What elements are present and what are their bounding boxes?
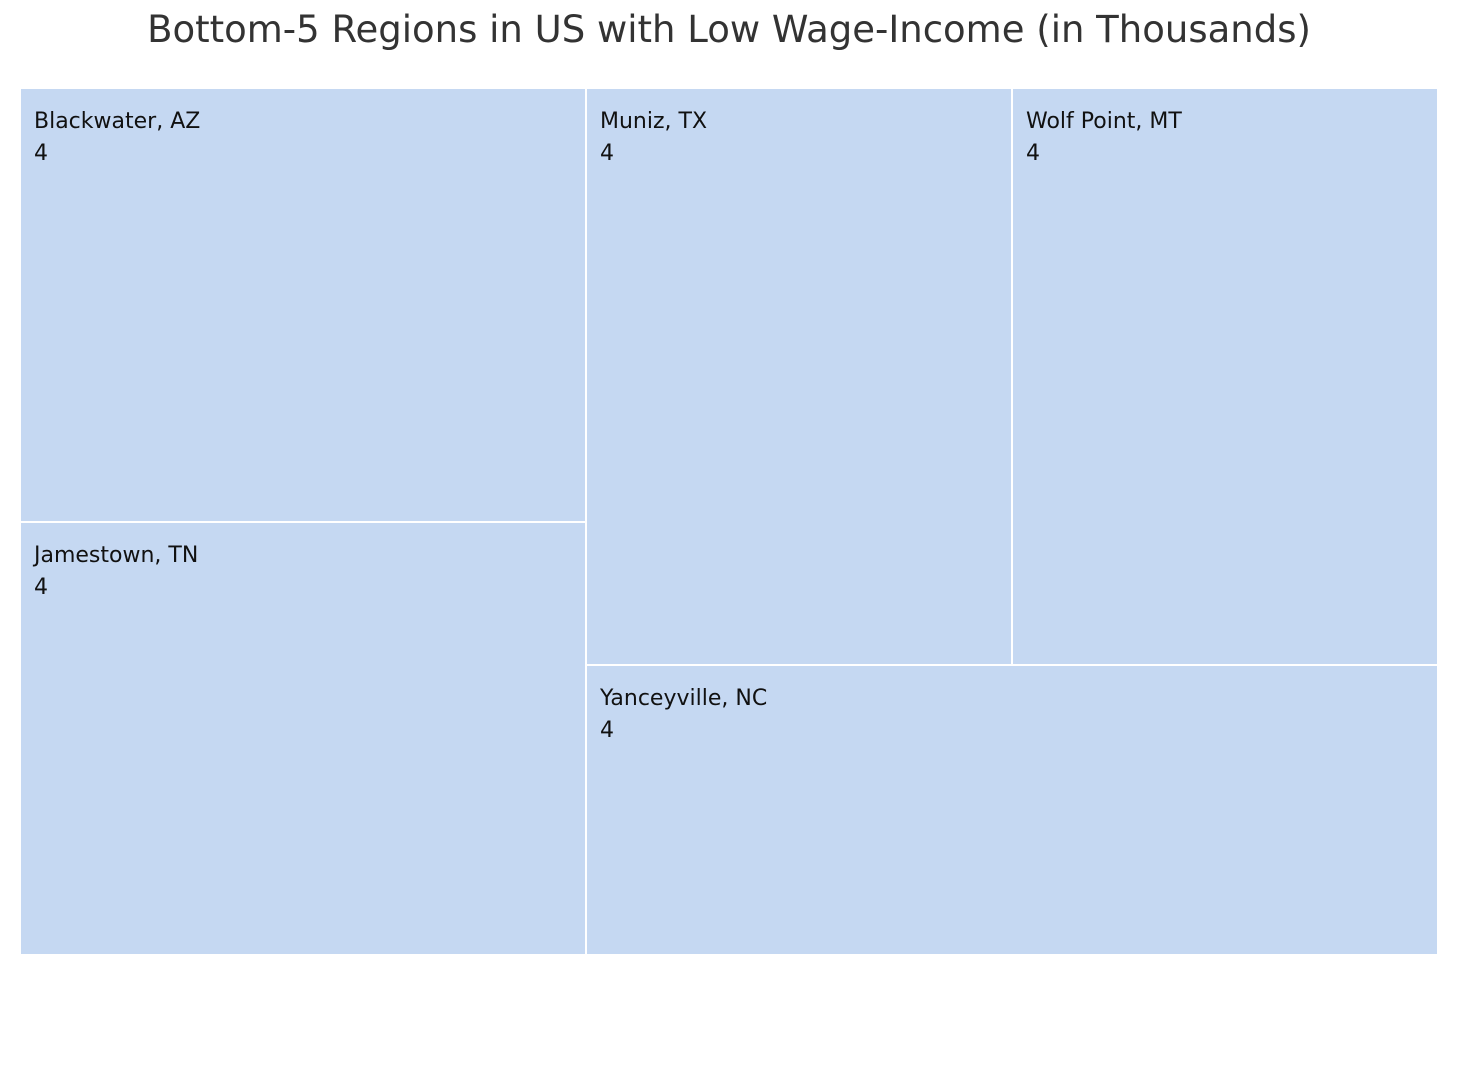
tile-name-label: Blackwater, AZ xyxy=(34,109,200,134)
tile-name-label: Jamestown, TN xyxy=(32,543,198,568)
treemap-rect xyxy=(19,87,587,523)
tile-name-label: Wolf Point, MT xyxy=(1026,109,1182,134)
treemap-rect xyxy=(19,521,587,956)
treemap-tile-yanceyville-nc: Yanceyville, NC 4 xyxy=(585,664,1439,956)
tile-value-label: 4 xyxy=(1026,141,1040,166)
tile-value-label: 4 xyxy=(600,141,614,166)
tile-value-label: 4 xyxy=(34,141,48,166)
treemap-tile-jamestown-tn: Jamestown, TN 4 xyxy=(19,521,587,956)
chart-title: Bottom-5 Regions in US with Low Wage-Inc… xyxy=(147,8,1311,51)
tile-value-label: 4 xyxy=(34,575,48,600)
tile-name-label: Yanceyville, NC xyxy=(599,686,767,711)
treemap-tile-muniz-tx: Muniz, TX 4 xyxy=(585,87,1013,666)
treemap-rect xyxy=(1011,87,1439,666)
tile-name-label: Muniz, TX xyxy=(600,109,707,134)
treemap-rect xyxy=(585,87,1013,666)
treemap-tile-blackwater-az: Blackwater, AZ 4 xyxy=(19,87,587,523)
treemap-tile-wolf-point-mt: Wolf Point, MT 4 xyxy=(1011,87,1439,666)
tile-value-label: 4 xyxy=(600,718,614,743)
treemap-rect xyxy=(585,664,1439,956)
